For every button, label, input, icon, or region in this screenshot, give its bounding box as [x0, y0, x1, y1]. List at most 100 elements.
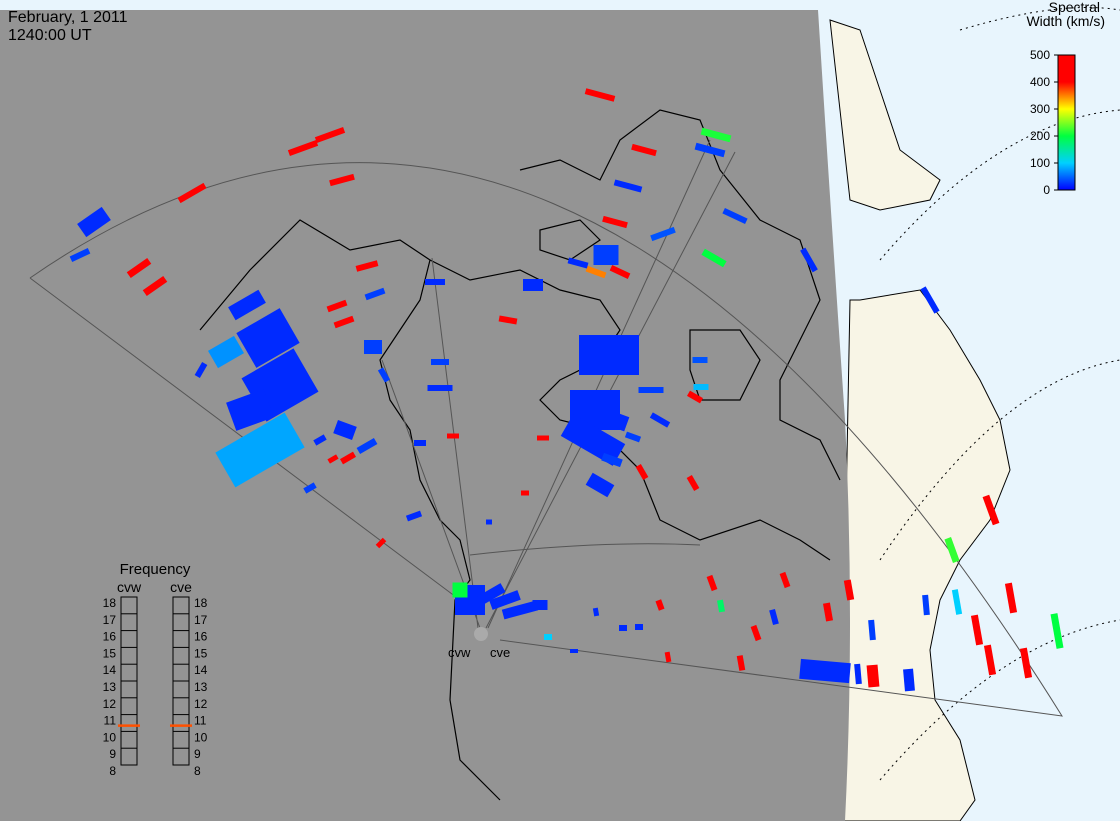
night-region [0, 10, 850, 821]
range-cell [687, 390, 703, 404]
cells [69, 88, 1064, 692]
range-cell [706, 574, 718, 592]
grid-circle [879, 619, 1120, 781]
range-cell [903, 668, 915, 692]
date: February, 1 2011 [8, 9, 128, 26]
range-cell [601, 452, 623, 468]
range-cell [452, 582, 468, 598]
range-cell [532, 600, 548, 610]
lat-grid [879, 7, 1120, 781]
range-cell [501, 600, 539, 620]
range-cell [779, 571, 791, 589]
colorbar-tick-label: 0 [1043, 183, 1050, 197]
range-cell [649, 412, 671, 428]
range-cell [920, 286, 940, 314]
range-cell [303, 482, 317, 494]
colorbar-title: Width (km/s) [1026, 13, 1105, 29]
range-cell [655, 599, 665, 611]
range-cell [405, 510, 423, 522]
colorbar-tick-label: 200 [1030, 129, 1050, 143]
range-cell [427, 385, 453, 391]
range-cell [375, 537, 387, 549]
land-east [839, 289, 1011, 822]
range-cell [736, 655, 746, 671]
range-cell [800, 247, 818, 273]
range-cell [854, 663, 862, 685]
range-cell [843, 579, 855, 601]
range-cell [327, 454, 339, 464]
range-cell [701, 248, 727, 268]
range-cell [142, 275, 168, 297]
range-cell [631, 143, 657, 157]
frequency-tick-label: 12 [194, 697, 208, 711]
range-cell [228, 289, 266, 321]
range-cell [593, 245, 619, 265]
frequency-tick-label: 14 [103, 663, 117, 677]
beam-line [381, 139, 736, 629]
range-cell [585, 472, 615, 498]
range-cell [866, 664, 880, 688]
frequency-tick-label: 17 [194, 613, 208, 627]
range-cell [560, 414, 626, 466]
range-cell [635, 464, 649, 480]
range-cell [355, 260, 379, 272]
colorbar-tick-label: 500 [1030, 48, 1050, 62]
range-cell [329, 173, 355, 187]
range-cell [340, 451, 356, 465]
range-cell [638, 387, 664, 393]
range-cell [498, 315, 518, 325]
range-cell [377, 367, 391, 383]
range-cell [579, 335, 639, 375]
frequency-tick-label: 11 [194, 714, 207, 728]
land-greenland [829, 19, 941, 211]
frequency-tick-label: 12 [103, 697, 117, 711]
frequency-tick-label: 14 [194, 663, 208, 677]
range-cell [313, 434, 327, 446]
range-cell [215, 412, 305, 488]
colorbar: 0 100 200 300 400 500 [1030, 48, 1076, 197]
range-cell [1050, 613, 1064, 649]
range-cell [922, 594, 930, 616]
range-cell [1019, 647, 1033, 679]
frequency-tick-label: 13 [194, 680, 208, 694]
range-cell [177, 182, 207, 204]
range-cell [609, 265, 631, 279]
radar-site [474, 627, 488, 641]
range-cell [635, 624, 643, 630]
range-cell [521, 490, 529, 496]
range-cell [694, 142, 726, 158]
range-cell [722, 207, 748, 225]
frequency-tick-label: 10 [194, 730, 208, 744]
range-cell [356, 437, 378, 455]
range-cell [364, 287, 386, 301]
range-cell [584, 88, 616, 102]
range-cell [489, 590, 521, 610]
range-cell [447, 433, 459, 439]
coastline-island-2 [539, 219, 601, 261]
coastline-hudson [429, 259, 831, 561]
time: 1240:00 UT [8, 27, 92, 44]
range-cell [486, 519, 492, 525]
range-cell [69, 248, 91, 262]
coastline-arctic [519, 109, 841, 481]
grid-circle [879, 109, 1120, 261]
range-cell [226, 389, 274, 431]
range-cell [1004, 582, 1018, 614]
radar-label: cve [490, 645, 510, 660]
colorbar-tick-label: 100 [1030, 156, 1050, 170]
range-cell [602, 215, 628, 229]
range-cell [951, 589, 963, 615]
range-cell [624, 431, 642, 443]
range-cell [326, 299, 348, 313]
range-cell [585, 265, 607, 279]
frequency-tick-label: 15 [194, 646, 208, 660]
frequency-tick-label: 15 [103, 646, 117, 660]
range-cell [592, 607, 600, 617]
range-cell [287, 140, 319, 156]
range-cell [700, 127, 732, 143]
range-cell [126, 257, 152, 279]
frequency-panel: cvw89101112131415161718cve89101112131415… [103, 579, 208, 778]
range-cell [686, 475, 700, 491]
coastline-island [689, 329, 761, 401]
